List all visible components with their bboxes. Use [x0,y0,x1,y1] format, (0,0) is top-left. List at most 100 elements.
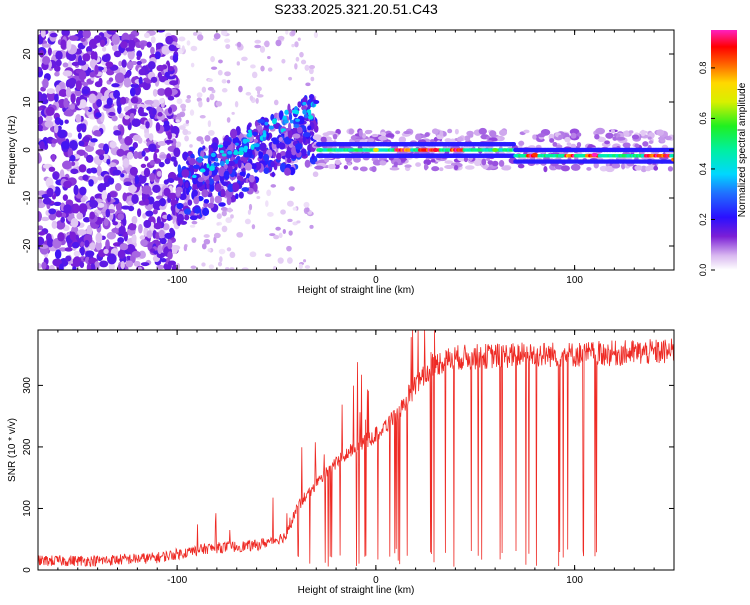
spectrogram-cell [82,174,89,181]
spectrogram-cell [478,127,487,135]
spectrogram-cell [113,89,121,99]
spectrogram-cell [322,132,330,137]
spectrogram-cell [362,133,367,139]
spectrogram-cell [122,192,128,202]
spectrogram-cell [117,249,126,259]
spectrogram-cell [251,131,258,136]
spectrogram-cell [518,140,525,146]
spectrogram-cell [168,44,176,52]
spectrogram-cell [307,115,314,120]
spectrogram-cell [79,261,85,269]
spectrogram-cell [307,111,312,116]
spectrogram-cell [91,168,98,174]
spectrogram-cell [302,101,307,106]
spectrogram-cell [415,162,421,167]
spectrogram-cell [119,243,129,251]
spectrogram-cell [155,43,162,50]
spectrogram-cell [45,115,53,122]
spectrogram-cell [100,95,107,102]
spectrogram-cell [145,210,154,217]
spectrogram-cell [131,215,138,225]
spectrogram-cell [431,128,439,135]
spectrogram-cell [317,148,324,152]
spectrogram-cell [207,248,212,252]
spectrogram-cell [281,58,286,64]
spectrogram-cell [250,163,257,170]
spectrogram-cell [90,138,98,143]
spectrogram-cell [81,64,89,71]
spectrogram-ylabel: Frequency (Hz) [7,116,18,185]
spectrogram-cell [99,39,106,47]
spectrogram-cell [38,106,44,111]
spectrogram-cell [193,196,200,205]
spectrogram-cell [61,30,70,37]
spectrogram-cell [181,168,190,178]
spectrogram-cell [279,151,287,157]
spectrogram-cell [270,160,275,168]
spectrogram-cell [109,30,119,33]
spectrogram-cell [210,152,216,158]
spectrogram-cell [70,93,76,104]
spectrogram-cell [250,144,255,150]
spectrogram-cell [278,110,284,120]
spectrogram-cell [77,229,87,236]
spectrogram-cell [241,56,248,62]
spectrogram-cell [53,201,62,207]
spectrogram-cell [85,154,94,163]
colorbar-ticks: 0.0 0.2 0.4 0.6 0.8 [698,62,715,276]
spectrogram-cell [156,170,162,177]
spectrogram-cell [615,136,626,141]
spectrogram-cell [245,91,252,96]
spectrogram-cell [89,211,96,220]
spectrogram-cell [517,163,525,169]
spectrogram-cell [287,257,293,264]
spectrogram-cell [59,119,64,126]
spectrogram-cell [38,152,41,164]
spectrogram-cell [112,44,118,52]
spectrogram-cell [292,133,301,139]
spectrogram-cell [167,251,173,260]
spectrogram-cell [264,40,270,48]
spectrogram-cell [289,119,294,124]
spectrogram-cell [447,128,453,134]
spectrogram-cell [203,198,210,204]
spectrogram-cell [258,151,263,159]
spectrogram-cell [168,192,178,200]
spectrogram-cell [108,77,114,82]
spectrogram-cell [208,169,212,176]
spectrogram-cell [218,59,223,64]
spectrogram-cell [225,267,230,270]
spectrogram-cell [393,161,398,167]
spectrogram-cell [80,246,85,256]
spectrogram-cell [305,207,310,213]
spectrogram-cell [123,181,133,186]
spectrogram-cell [224,38,231,43]
spectrogram-cell [180,103,187,109]
spectrogram-cell [285,30,289,35]
spectrogram-cell [78,203,88,214]
spectrogram-cell [257,88,261,96]
spectrogram-cell [236,61,240,66]
spectrogram-cell [41,93,48,102]
spectrogram-cell [134,175,140,185]
spectrogram-cell [54,249,62,260]
spectrogram-cell [277,257,284,264]
spectrogram-cell [217,69,223,76]
spectrogram-cell [236,231,244,238]
spectrogram-cell [113,125,118,132]
spectrogram-cell [58,88,68,97]
spectrogram-cell [164,139,174,144]
spectrogram-cell [658,136,666,141]
spectrogram-cell [311,102,315,108]
spectrogram-cell [103,248,109,255]
spectrogram-cell [267,211,274,217]
spectrogram-cell [75,114,82,123]
spectrogram-cell [404,164,412,168]
spectrogram-cell [645,165,652,172]
spectrogram-cell [439,167,444,172]
spectrogram-cell [234,101,239,108]
spectrogram-cell [403,130,412,135]
spectrogram-cell [156,30,166,33]
spectrogram-cell [62,194,68,201]
spectrogram-cell [300,59,307,65]
